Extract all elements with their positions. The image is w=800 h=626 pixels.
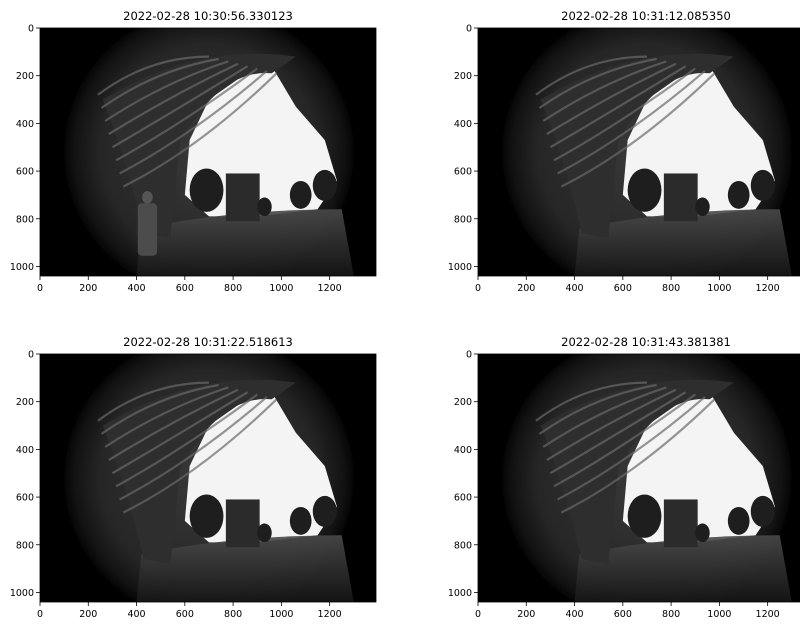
y-tick-label: 400 bbox=[454, 445, 472, 456]
x-tick-label: 0 bbox=[37, 283, 43, 294]
y-tick-label: 0 bbox=[466, 24, 472, 35]
x-tick-label: 200 bbox=[517, 283, 535, 294]
y-tick-label: 800 bbox=[454, 214, 472, 225]
x-tick-label: 1200 bbox=[318, 283, 342, 294]
axes-frame bbox=[477, 353, 800, 603]
x-tick-label: 800 bbox=[662, 283, 680, 294]
x-tick-label: 600 bbox=[614, 283, 632, 294]
axes-frame bbox=[39, 27, 377, 277]
y-tick-label: 400 bbox=[16, 119, 34, 130]
fisheye-image bbox=[478, 28, 800, 276]
y-tick-label: 800 bbox=[454, 540, 472, 551]
panel-title: 2022-02-28 10:31:12.085350 bbox=[561, 9, 731, 23]
y-tick-label: 200 bbox=[454, 397, 472, 408]
axes-frame bbox=[39, 353, 377, 603]
x-tick-label: 400 bbox=[127, 283, 145, 294]
y-tick-label: 0 bbox=[28, 24, 34, 35]
axes-frame bbox=[477, 27, 800, 277]
x-tick-label: 1000 bbox=[707, 283, 731, 294]
y-tick-label: 400 bbox=[16, 445, 34, 456]
fisheye-image bbox=[40, 354, 376, 602]
x-tick-label: 1200 bbox=[756, 283, 780, 294]
x-tick-label: 0 bbox=[475, 283, 481, 294]
panel-title: 2022-02-28 10:30:56.330123 bbox=[123, 9, 293, 23]
y-tick-label: 800 bbox=[16, 540, 34, 551]
y-tick-label: 400 bbox=[454, 119, 472, 130]
panel-title: 2022-02-28 10:31:22.518613 bbox=[123, 335, 293, 349]
panel-svg: 2022-02-28 10:31:12.085350 0 200 400 600 800 1… bbox=[448, 9, 800, 294]
panel-svg: 2022-02-28 10:31:43.381381 0 200 400 600 800 1… bbox=[448, 335, 800, 620]
x-tick-label: 600 bbox=[176, 283, 194, 294]
y-tick-label: 800 bbox=[16, 214, 34, 225]
x-tick-label: 800 bbox=[224, 283, 242, 294]
fisheye-image bbox=[40, 28, 376, 276]
y-tick-label: 1000 bbox=[448, 588, 472, 599]
panel-title: 2022-02-28 10:31:43.381381 bbox=[561, 335, 731, 349]
y-tick-label: 600 bbox=[16, 167, 34, 178]
y-tick-label: 200 bbox=[16, 397, 34, 408]
image-panel-1: 2022-02-28 10:30:56.330123 0 200 400 600 800 1… bbox=[0, 0, 400, 300]
y-tick-label: 1000 bbox=[448, 262, 472, 273]
y-tick-label: 200 bbox=[16, 71, 34, 82]
y-tick-label: 600 bbox=[16, 493, 34, 504]
y-tick-label: 1000 bbox=[10, 262, 34, 273]
panel-svg: 2022-02-28 10:30:56.330123 0 200 400 600 800 1… bbox=[10, 9, 377, 294]
x-tick-label: 200 bbox=[79, 283, 97, 294]
image-panel-2: 2022-02-28 10:31:12.085350 0 200 400 600 800 1… bbox=[438, 0, 800, 300]
y-tick-label: 0 bbox=[28, 350, 34, 361]
y-tick-label: 0 bbox=[466, 350, 472, 361]
y-tick-label: 600 bbox=[454, 493, 472, 504]
panel-svg: 2022-02-28 10:31:22.518613 0 200 400 600 800 1… bbox=[10, 335, 377, 620]
image-panel-3: 2022-02-28 10:31:22.518613 0 200 400 600 800 1… bbox=[0, 326, 400, 626]
y-tick-label: 200 bbox=[454, 71, 472, 82]
y-tick-label: 600 bbox=[454, 167, 472, 178]
x-tick-label: 400 bbox=[565, 283, 583, 294]
fisheye-image bbox=[478, 354, 800, 602]
y-tick-label: 1000 bbox=[10, 588, 34, 599]
image-panel-4: 2022-02-28 10:31:43.381381 0 200 400 600 800 1… bbox=[438, 326, 800, 626]
x-tick-label: 1000 bbox=[269, 283, 293, 294]
